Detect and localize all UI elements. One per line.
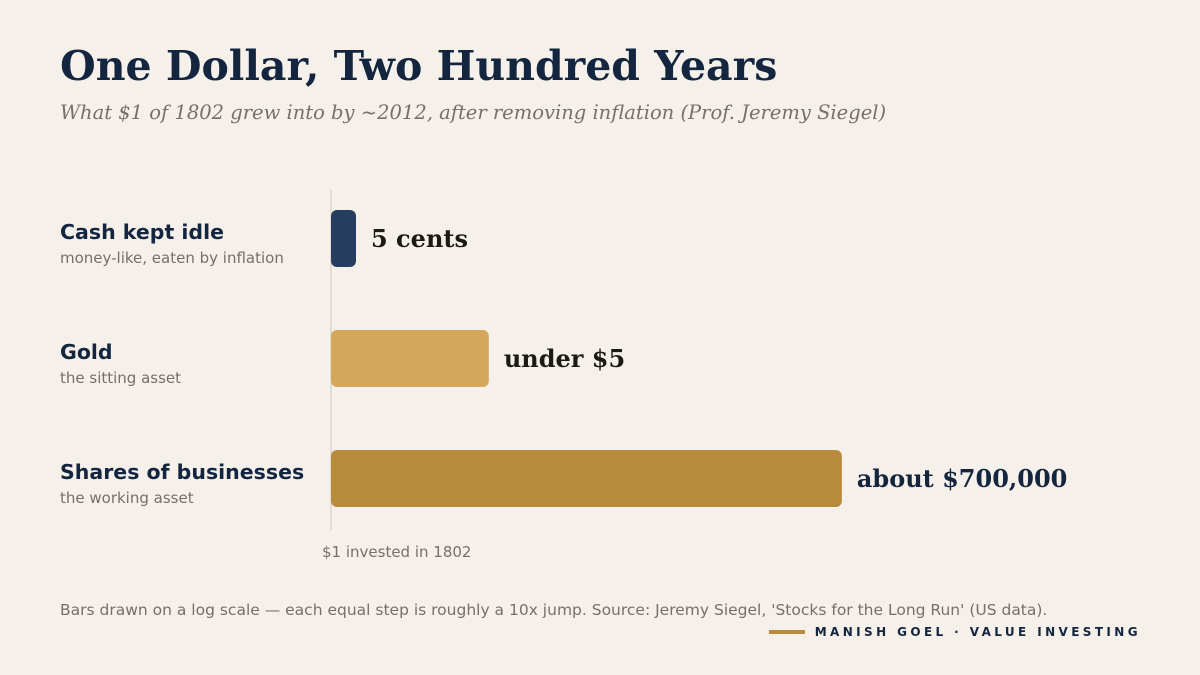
value-label-2: about $700,000 xyxy=(857,464,1067,493)
brand-line xyxy=(768,630,805,634)
chart-title: One Dollar, Two Hundred Years xyxy=(60,42,778,90)
brand-text: MANISH GOEL · VALUE INVESTING xyxy=(814,625,1141,639)
category-note-2: the working asset xyxy=(60,489,194,507)
bar-0 xyxy=(331,210,356,267)
category-label-0: Cash kept idle xyxy=(60,220,224,244)
chart-subtitle: What $1 of 1802 grew into by ~2012, afte… xyxy=(60,101,887,124)
bar-1 xyxy=(331,330,489,387)
bar-2 xyxy=(331,450,842,507)
bar-chart: $1 invested in 1802 5 cents Cash kept idl… xyxy=(60,190,1067,561)
value-label-0: 5 cents xyxy=(371,224,468,253)
brand: MANISH GOEL · VALUE INVESTING xyxy=(768,625,1141,639)
footnote: Bars drawn on a log scale — each equal s… xyxy=(60,601,1048,619)
category-note-1: the sitting asset xyxy=(60,369,181,387)
axis-label: $1 invested in 1802 xyxy=(322,543,471,561)
value-label-1: under $5 xyxy=(504,344,625,373)
category-label-2: Shares of businesses xyxy=(60,460,304,484)
category-label-1: Gold xyxy=(60,340,113,364)
category-note-0: money-like, eaten by inflation xyxy=(60,249,284,267)
